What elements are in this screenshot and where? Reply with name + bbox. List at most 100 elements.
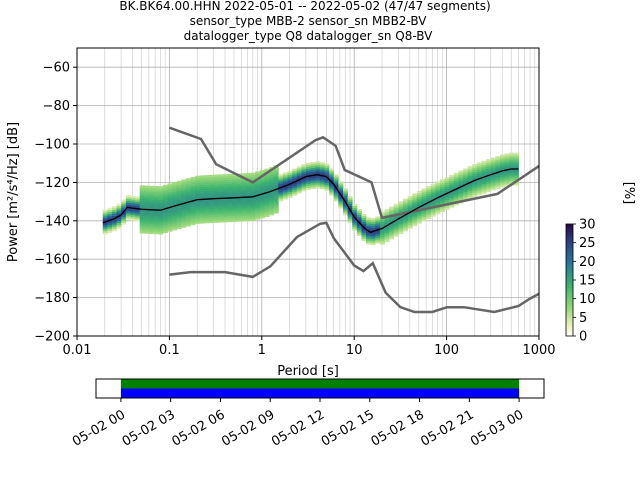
density-cell [199,183,205,186]
density-cell [241,180,247,184]
density-cell [176,207,182,210]
density-cell [481,162,487,165]
colorbar-cell [566,326,573,329]
density-cell [384,232,390,235]
density-cell [172,228,178,231]
density-cell [158,211,164,214]
density-cell [495,165,501,168]
density-cell [319,185,325,188]
density-cell [259,202,265,205]
density-cell [463,193,469,196]
density-cell [199,206,205,209]
density-cell [255,209,261,212]
density-cell [375,239,381,242]
density-cell [509,169,515,173]
density-cell [361,231,367,234]
density-cell [111,213,118,216]
density-cell [255,192,261,195]
density-cell [282,187,288,191]
density-cell [250,172,256,175]
density-cell [338,190,344,194]
density-cell [236,200,242,203]
density-cell [458,172,464,175]
density-cell [389,208,395,211]
density-cell [162,184,168,187]
density-cell [250,211,256,214]
density-cell [153,197,159,200]
density-cell [195,191,201,194]
colorbar-cell [566,317,573,320]
density-cell [218,176,224,179]
density-cell [199,200,205,203]
density-cell [439,208,445,211]
density-cell [190,190,196,193]
density-cell [158,215,164,218]
density-cell [121,205,127,208]
density-cell [158,213,164,216]
density-cell [366,230,372,234]
density-cell [135,198,141,201]
density-cell [269,172,275,176]
density-cell [306,185,312,188]
density-cell [245,174,251,178]
density-cell [139,217,145,221]
density-cell [421,190,427,193]
density-cell [158,222,164,225]
density-cell [190,209,196,212]
density-cell [227,191,233,194]
density-cell [310,175,316,178]
density-cell [370,218,376,221]
density-cell [222,187,228,190]
density-cell [162,230,168,234]
density-cell [176,217,182,220]
density-cell [500,154,506,157]
density-cell [236,188,242,191]
density-cell [144,223,150,227]
density-cell [107,211,113,214]
density-cell [190,188,196,191]
density-cell [199,194,205,197]
density-cell [490,178,496,181]
density-cell [310,185,316,188]
density-cell [241,217,247,220]
density-cell [352,213,358,216]
density-cell [209,180,215,183]
density-cell [264,199,270,202]
density-cell [241,198,247,201]
density-cell [333,183,339,187]
density-cell [195,212,201,215]
density-cell [167,214,173,217]
density-cell [278,193,284,196]
density-cell [301,179,307,182]
density-cell [389,227,395,230]
density-cell [356,230,362,233]
density-cell [199,209,205,213]
density-cell [463,181,469,184]
density-cell [222,218,228,221]
density-cell [416,211,422,215]
density-cell [148,220,154,223]
density-cell [324,173,330,176]
density-cell [430,193,436,196]
chart-title-line3: datalogger_type Q8 datalogger_sn Q8-BV [184,29,434,43]
density-cell [407,220,413,224]
density-cell [245,209,251,212]
density-cell [504,163,510,166]
density-cell [144,193,150,196]
density-cell [504,161,510,164]
density-cell [107,209,113,212]
density-cell [144,225,150,228]
density-cell [190,196,196,199]
density-cell [167,221,173,225]
density-cell [481,178,487,181]
density-cell [148,231,154,234]
density-cell [421,215,427,218]
density-cell [384,226,390,229]
colorbar-cell [566,244,573,247]
colorbar-cell [566,319,573,322]
density-cell [509,175,515,178]
density-cell [329,174,335,177]
density-cell [333,199,339,202]
density-cell [329,170,335,173]
density-cell [176,219,182,222]
